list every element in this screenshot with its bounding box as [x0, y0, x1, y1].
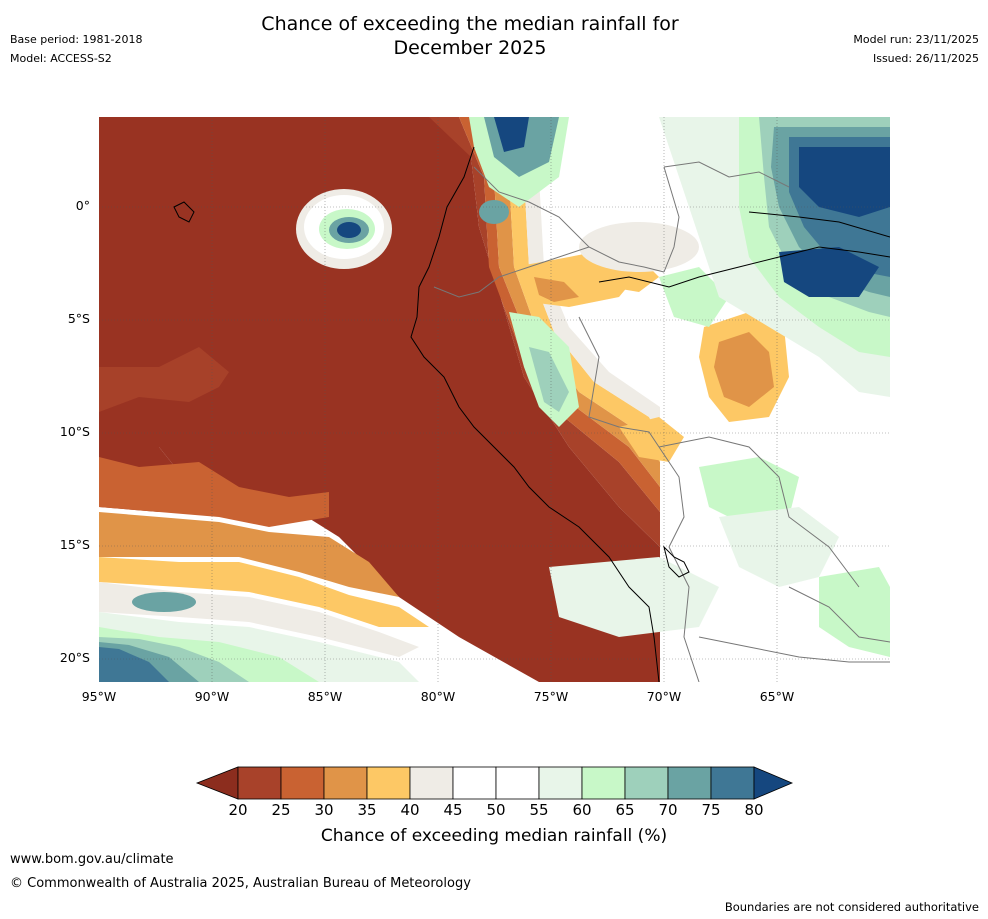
lon-label-95W: 95°W: [81, 689, 117, 704]
cbar-tick-70: 70: [658, 801, 678, 819]
interior-wet-55-sw: [549, 557, 719, 637]
colorbar-seg-75-80: [710, 766, 755, 800]
border-ecuador-peru: [433, 246, 590, 298]
colorbar-seg-60-65: [581, 766, 626, 800]
colorbar-seg-35-40: [366, 766, 411, 800]
cbar-tick-20: 20: [228, 801, 248, 819]
cbar-tick-25: 25: [271, 801, 291, 819]
lon-label-85W: 85°W: [307, 689, 343, 704]
colorbar-seg-65-70: [624, 766, 669, 800]
colorbar-arrow-low: [195, 766, 239, 800]
footer-copyright: © Commonwealth of Australia 2025, Austra…: [10, 876, 471, 891]
border-venezuela: [663, 161, 790, 188]
colorbar-seg-45-50: [452, 766, 497, 800]
lat-label-5S: 5°S: [67, 311, 90, 326]
graticule: [99, 117, 890, 682]
cbar-tick-35: 35: [357, 801, 377, 819]
border-bolivia-brazil: [658, 436, 860, 588]
border-peru-brazil: [578, 316, 660, 448]
north-coast-wet-80: [494, 117, 529, 152]
lon-label-65W: 65°W: [759, 689, 795, 704]
lake-titicaca: [663, 545, 690, 578]
galapagos-wet-80: [337, 222, 361, 238]
base-period: Base period: 1981-2018: [10, 33, 143, 46]
lat-label-20S: 20°S: [59, 650, 90, 665]
galapagos-islands: [173, 201, 195, 223]
cbar-tick-30: 30: [314, 801, 334, 819]
map-title: Chance of exceeding the median rainfall …: [190, 12, 750, 60]
lat-label-10S: 10°S: [59, 424, 90, 439]
south-america-coast: [410, 146, 660, 682]
title-line-2: December 2025: [393, 37, 547, 59]
interior-wet-55-south: [719, 507, 839, 587]
lat-label-0: 0°: [75, 198, 90, 213]
border-colombia-brazil: [663, 166, 680, 273]
colorbar-seg-50-55: [495, 766, 540, 800]
colorbar: [195, 766, 794, 800]
lon-label-90W: 90°W: [194, 689, 230, 704]
colorbar-seg-20-25: [237, 766, 282, 800]
model-run: Model run: 23/11/2025: [853, 33, 979, 46]
band-20-25-west: [99, 347, 229, 412]
ne-wet-80-south: [779, 247, 879, 297]
cbar-tick-45: 45: [443, 801, 463, 819]
country-borders: [433, 161, 890, 682]
colorbar-seg-25-30: [280, 766, 325, 800]
lon-label-80W: 80°W: [420, 689, 456, 704]
ne-wet-80: [799, 147, 890, 217]
cbar-tick-80: 80: [744, 801, 764, 819]
north-river: [748, 211, 890, 238]
border-bolivia-chile: [668, 546, 700, 682]
border-argentina: [698, 636, 890, 663]
ecuador-wet-blob: [479, 200, 509, 224]
colorbar-seg-30-35: [323, 766, 368, 800]
lon-label-70W: 70°W: [646, 689, 682, 704]
cbar-tick-75: 75: [701, 801, 721, 819]
band-30-35-sw: [99, 512, 399, 597]
cbar-tick-55: 55: [529, 801, 549, 819]
colorbar-seg-55-60: [538, 766, 583, 800]
dry-core-region: [99, 117, 660, 682]
interior-wet-60-center: [659, 267, 729, 327]
wet-blob-sw: [132, 592, 196, 612]
colorbar-label: Chance of exceeding median rainfall (%): [320, 826, 668, 846]
map-canvas: [99, 117, 890, 682]
colorbar-seg-40-45: [409, 766, 454, 800]
interior-wet-60-south: [699, 457, 799, 527]
border-bolivia-paraguay: [788, 586, 890, 643]
interior-dry-30-north: [534, 277, 579, 302]
amazon-river: [598, 246, 890, 288]
border-peru-bolivia: [658, 446, 685, 548]
cbar-tick-40: 40: [400, 801, 420, 819]
interior-40-patch: [579, 222, 699, 272]
cbar-tick-50: 50: [486, 801, 506, 819]
rainfall-map: [99, 117, 890, 682]
footer-disclaimer: Boundaries are not considered authoritat…: [724, 900, 979, 914]
band-25-30-sw: [99, 457, 329, 527]
interior-wet-65-west: [529, 347, 569, 412]
lat-label-15S: 15°S: [59, 537, 90, 552]
band-35-40-sw: [99, 557, 429, 627]
coastal-band-25: [429, 117, 660, 547]
issued-date: Issued: 26/11/2025: [872, 52, 979, 65]
cbar-tick-65: 65: [615, 801, 635, 819]
interior-dry-30-east: [714, 332, 774, 407]
footer-url[interactable]: www.bom.gov.au/climate: [10, 852, 174, 867]
cbar-tick-60: 60: [572, 801, 592, 819]
coastlines: [173, 146, 890, 682]
colorbar-seg-70-75: [667, 766, 712, 800]
colorbar-arrow-high: [753, 766, 794, 800]
model-name: Model: ACCESS-S2: [10, 52, 112, 65]
interior-wet-60-se: [819, 567, 890, 657]
lon-label-75W: 75°W: [533, 689, 569, 704]
title-line-1: Chance of exceeding the median rainfall …: [261, 13, 679, 35]
border-colombia-ecuador: [473, 166, 665, 273]
wet-75-80-sw: [99, 647, 169, 682]
interior-dry-band-cen: [619, 417, 684, 462]
